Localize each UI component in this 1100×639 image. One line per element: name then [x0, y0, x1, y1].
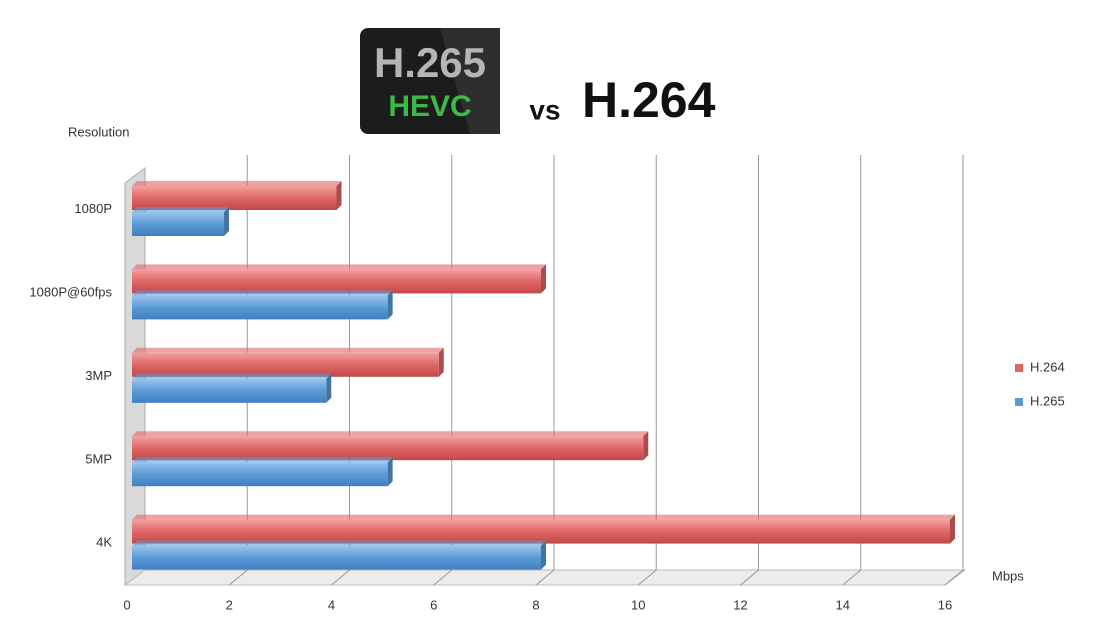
grid-line: [944, 155, 964, 586]
bar-face: [541, 264, 546, 294]
bar-face: [132, 347, 444, 353]
y-tick-label: 5MP: [85, 451, 112, 466]
logo-top: H.265: [374, 39, 486, 86]
bar: [132, 290, 393, 320]
bar-face: [387, 457, 393, 487]
chart-title: H.264: [582, 72, 716, 128]
bar-face: [132, 352, 439, 377]
x-tick-label: 16: [938, 597, 952, 612]
bar-face: [950, 514, 955, 544]
grid-line: [842, 155, 862, 586]
title-vs: vs: [529, 94, 560, 125]
logo-shade: [440, 28, 500, 134]
bar-face: [132, 290, 393, 296]
y-tick-label: 3MP: [85, 368, 112, 383]
x-tick-label: 0: [123, 597, 130, 612]
bar-face: [132, 373, 332, 379]
bar-face: [132, 519, 950, 544]
bar-face: [541, 540, 546, 570]
legend-swatch: [1015, 364, 1023, 372]
bar-face: [224, 207, 230, 236]
bar-face: [336, 181, 342, 210]
y-axis-label: Resolution: [68, 124, 129, 139]
y-tick-label: 4K: [96, 535, 112, 550]
bar: [132, 457, 393, 487]
bar-face: [132, 545, 541, 570]
bar-face: [132, 457, 393, 463]
x-tick-label: 10: [631, 597, 645, 612]
bar-face: [326, 373, 332, 403]
bar-face: [132, 540, 546, 546]
x-axis-label: Mbps: [992, 568, 1024, 583]
bar-face: [132, 462, 388, 487]
logo-bottom: HEVC: [388, 90, 471, 123]
x-tick-label: 8: [532, 597, 539, 612]
bar-face: [132, 436, 644, 461]
bar-face: [132, 514, 955, 520]
bar-face: [132, 212, 225, 236]
x-tick-label: 4: [328, 597, 335, 612]
x-tick-label: 6: [430, 597, 437, 612]
legend-swatch: [1015, 398, 1023, 406]
bar-face: [132, 378, 327, 403]
legend-label: H.264: [1030, 359, 1065, 374]
bar-face: [132, 264, 546, 270]
y-tick-label: 1080P@60fps: [29, 285, 112, 300]
y-tick-label: 1080P: [74, 201, 112, 216]
bar: [132, 264, 546, 294]
bar-face: [132, 207, 230, 212]
grid-line: [740, 155, 759, 586]
legend-label: H.265: [1030, 393, 1065, 408]
bar: [132, 514, 955, 544]
bar-face: [438, 347, 444, 377]
bar-face: [132, 295, 388, 320]
bar: [132, 431, 649, 461]
bar-face: [132, 181, 342, 186]
x-tick-label: 12: [733, 597, 747, 612]
bar-face: [132, 431, 649, 437]
bar: [132, 207, 230, 236]
grid-line: [535, 155, 555, 586]
bar-face: [132, 269, 541, 294]
grid-line: [637, 155, 657, 586]
bar-face: [387, 290, 393, 320]
x-tick-label: 14: [836, 597, 850, 612]
x-tick-label: 2: [226, 597, 233, 612]
bar: [132, 181, 342, 210]
bar-face: [643, 431, 649, 461]
bar: [132, 347, 444, 377]
bar: [132, 373, 332, 403]
bar-face: [132, 186, 337, 210]
bar: [132, 540, 546, 570]
